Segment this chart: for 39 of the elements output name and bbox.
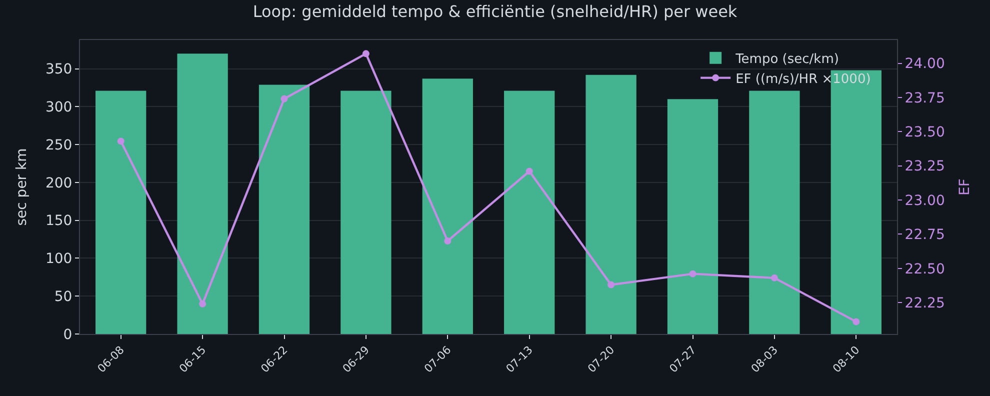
point [280,95,288,102]
y-tick-label: 250 [45,137,72,154]
y2-tick-label: 23.25 [904,158,945,175]
y-tick-label: 350 [45,62,72,78]
point [199,300,206,308]
y-tick-label: 150 [45,213,72,230]
bar [586,74,636,334]
bar [96,90,146,334]
y-tick-label: 0 [63,326,72,343]
point [117,138,124,145]
y2-tick-label: 22.50 [904,261,945,278]
bar [504,90,555,334]
y-tick-label: 200 [45,175,72,192]
bar [749,90,800,334]
y-axis-title: sec per km [14,148,30,226]
y-tick-label: 300 [45,100,72,116]
point [608,281,615,288]
legend-label: Tempo (sec/km) [734,52,839,67]
point [526,168,533,175]
y2-tick-label: 22.75 [904,227,945,244]
bar [177,54,228,334]
y2-axis-title: EF [957,178,974,196]
bar [422,78,473,334]
chart-title: Loop: gemiddeld tempo & efficiëntie (snelheid/HR) per week [252,2,738,22]
y2-tick-label: 23.50 [904,124,945,141]
point [362,50,370,58]
bar [340,90,392,334]
point [770,274,778,282]
point [852,318,860,326]
bar [258,84,310,334]
y2-tick-label: 23.00 [904,192,945,209]
point [444,238,452,245]
y2-tick-label: 24.00 [904,56,945,72]
point [689,270,696,278]
y2-tick-label: 22.25 [904,295,945,312]
y-tick-label: 50 [54,289,72,306]
y2-tick-label: 23.75 [904,90,945,106]
bar [667,99,718,334]
y-tick-label: 100 [45,251,72,268]
